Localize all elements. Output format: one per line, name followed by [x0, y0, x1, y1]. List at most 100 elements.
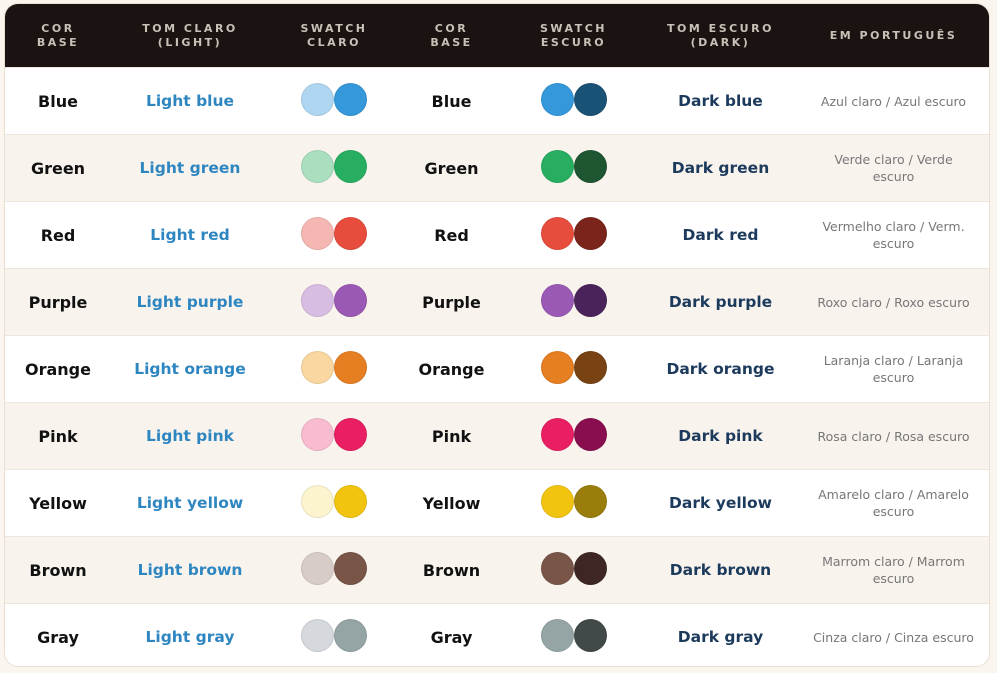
base-color: Green	[399, 134, 504, 202]
base-color: Purple	[5, 268, 111, 336]
swatch-dot	[301, 484, 334, 518]
column-header: EM PORTUGUÊS	[798, 4, 989, 68]
base-color: Red	[5, 201, 111, 269]
table-row: Red Light red Red Dark red Vermelho clar…	[5, 201, 989, 269]
swatch-dot	[573, 350, 607, 384]
column-header: COR BASE	[399, 4, 504, 68]
light-tone: Light pink	[111, 402, 269, 470]
portuguese-name: Verde claro / Verde escuro	[798, 134, 989, 202]
light-swatch	[301, 551, 367, 585]
light-swatch-cell	[269, 268, 399, 336]
light-swatch-cell	[269, 335, 399, 403]
portuguese-name: Azul claro / Azul escuro	[798, 67, 989, 135]
light-swatch	[301, 618, 367, 652]
portuguese-name: Cinza claro / Cinza escuro	[798, 603, 989, 666]
swatch-dot	[334, 417, 367, 451]
light-tone: Light green	[111, 134, 269, 202]
dark-swatch-cell	[504, 536, 643, 604]
dark-swatch-cell	[504, 201, 643, 269]
table-row: Blue Light blue Blue Dark blue Azul clar…	[5, 67, 989, 135]
swatch-dot	[540, 618, 574, 652]
swatch-dot	[334, 82, 367, 116]
dark-swatch	[540, 618, 607, 652]
light-swatch	[301, 149, 367, 183]
base-color: Gray	[5, 603, 111, 666]
light-tone: Light yellow	[111, 469, 269, 537]
swatch-dot	[301, 417, 334, 451]
swatch-dot	[573, 82, 607, 116]
light-swatch-cell	[269, 201, 399, 269]
portuguese-name: Marrom claro / Marrom escuro	[798, 536, 989, 604]
swatch-dot	[334, 618, 367, 652]
column-header: TOM ESCURO (DARK)	[643, 4, 798, 68]
dark-swatch	[540, 484, 607, 518]
light-swatch-cell	[269, 67, 399, 135]
dark-tone: Dark orange	[643, 335, 798, 403]
light-swatch	[301, 82, 367, 116]
swatch-dot	[334, 149, 367, 183]
swatch-dot	[573, 551, 607, 585]
table-row: Purple Light purple Purple Dark purple R…	[5, 268, 989, 336]
swatch-dot	[334, 283, 367, 317]
portuguese-name: Rosa claro / Rosa escuro	[798, 402, 989, 470]
swatch-dot	[301, 350, 334, 384]
swatch-dot	[334, 350, 367, 384]
dark-swatch	[540, 149, 607, 183]
dark-tone: Dark pink	[643, 402, 798, 470]
light-swatch	[301, 417, 367, 451]
table-row: Gray Light gray Gray Dark gray Cinza cla…	[5, 603, 989, 666]
swatch-dot	[301, 149, 334, 183]
dark-tone: Dark yellow	[643, 469, 798, 537]
light-swatch	[301, 350, 367, 384]
light-swatch	[301, 283, 367, 317]
swatch-dot	[573, 417, 607, 451]
swatch-dot	[301, 216, 334, 250]
dark-swatch	[540, 417, 607, 451]
swatch-dot	[301, 618, 334, 652]
base-color: Yellow	[5, 469, 111, 537]
swatch-dot	[540, 216, 574, 250]
dark-swatch-cell	[504, 603, 643, 666]
portuguese-name: Vermelho claro / Verm. escuro	[798, 201, 989, 269]
dark-tone: Dark blue	[643, 67, 798, 135]
light-swatch-cell	[269, 469, 399, 537]
light-swatch	[301, 216, 367, 250]
dark-swatch-cell	[504, 268, 643, 336]
portuguese-name: Amarelo claro / Amarelo escuro	[798, 469, 989, 537]
swatch-dot	[540, 149, 574, 183]
base-color: Orange	[399, 335, 504, 403]
dark-tone: Dark gray	[643, 603, 798, 666]
portuguese-name: Laranja claro / Laranja escuro	[798, 335, 989, 403]
base-color: Gray	[399, 603, 504, 666]
dark-tone: Dark brown	[643, 536, 798, 604]
swatch-dot	[540, 417, 574, 451]
base-color: Green	[5, 134, 111, 202]
column-header: COR BASE	[5, 4, 111, 68]
dark-tone: Dark purple	[643, 268, 798, 336]
column-header: TOM CLARO (LIGHT)	[111, 4, 269, 68]
light-tone: Light gray	[111, 603, 269, 666]
swatch-dot	[334, 551, 367, 585]
swatch-dot	[540, 551, 574, 585]
table-row: Brown Light brown Brown Dark brown Marro…	[5, 536, 989, 604]
dark-swatch	[540, 551, 607, 585]
dark-swatch	[540, 350, 607, 384]
swatch-dot	[334, 216, 367, 250]
light-swatch-cell	[269, 603, 399, 666]
column-header: SWATCH CLARO	[269, 4, 399, 68]
table-row: Orange Light orange Orange Dark orange L…	[5, 335, 989, 403]
base-color: Brown	[399, 536, 504, 604]
base-color: Yellow	[399, 469, 504, 537]
table-row: Green Light green Green Dark green Verde…	[5, 134, 989, 202]
column-header: SWATCH ESCURO	[504, 4, 643, 68]
dark-swatch	[540, 82, 607, 116]
light-tone: Light red	[111, 201, 269, 269]
base-color: Brown	[5, 536, 111, 604]
dark-swatch	[540, 283, 607, 317]
table-row: Yellow Light yellow Yellow Dark yellow A…	[5, 469, 989, 537]
base-color: Purple	[399, 268, 504, 336]
swatch-dot	[540, 350, 574, 384]
base-color: Orange	[5, 335, 111, 403]
light-tone: Light blue	[111, 67, 269, 135]
swatch-dot	[573, 149, 607, 183]
